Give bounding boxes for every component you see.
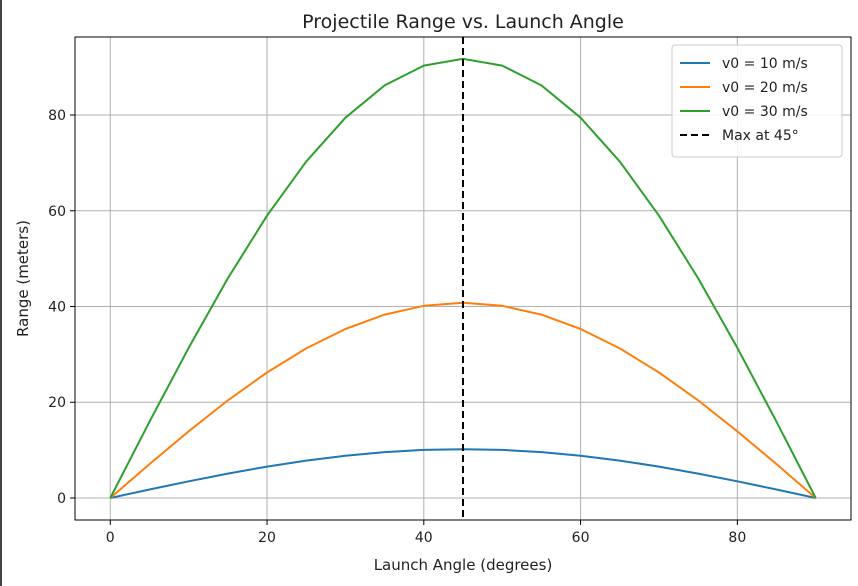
y-tick-label: 60 [48, 204, 66, 220]
y-tick-label: 40 [48, 300, 66, 316]
legend-label: v0 = 20 m/s [722, 80, 808, 96]
plot-border [74, 36, 852, 521]
legend-label: v0 = 10 m/s [722, 56, 808, 72]
legend: v0 = 10 m/s v0 = 20 m/s v0 = 30 m/s Max at … [671, 44, 843, 158]
axis-ticks: 0 20 40 60 80 0 20 40 60 80 [48, 108, 746, 546]
chart-title: Projectile Range vs. Launch Angle [302, 11, 624, 33]
legend-label: Max at 45° [722, 128, 799, 144]
x-tick-label: 40 [415, 530, 433, 546]
x-tick-label: 0 [106, 530, 115, 546]
y-tick-label: 20 [48, 395, 66, 411]
y-axis-label: Range (meters) [14, 220, 32, 337]
y-tick-label: 0 [57, 491, 66, 507]
series-line [109, 57, 817, 499]
x-tick-label: 60 [572, 530, 590, 546]
x-tick-label: 80 [728, 530, 746, 546]
legend-label: v0 = 30 m/s [722, 104, 808, 120]
legend-box [671, 44, 843, 158]
x-axis-label: Launch Angle (degrees) [374, 556, 553, 574]
x-tick-label: 20 [258, 530, 276, 546]
y-tick-label: 80 [48, 108, 66, 124]
